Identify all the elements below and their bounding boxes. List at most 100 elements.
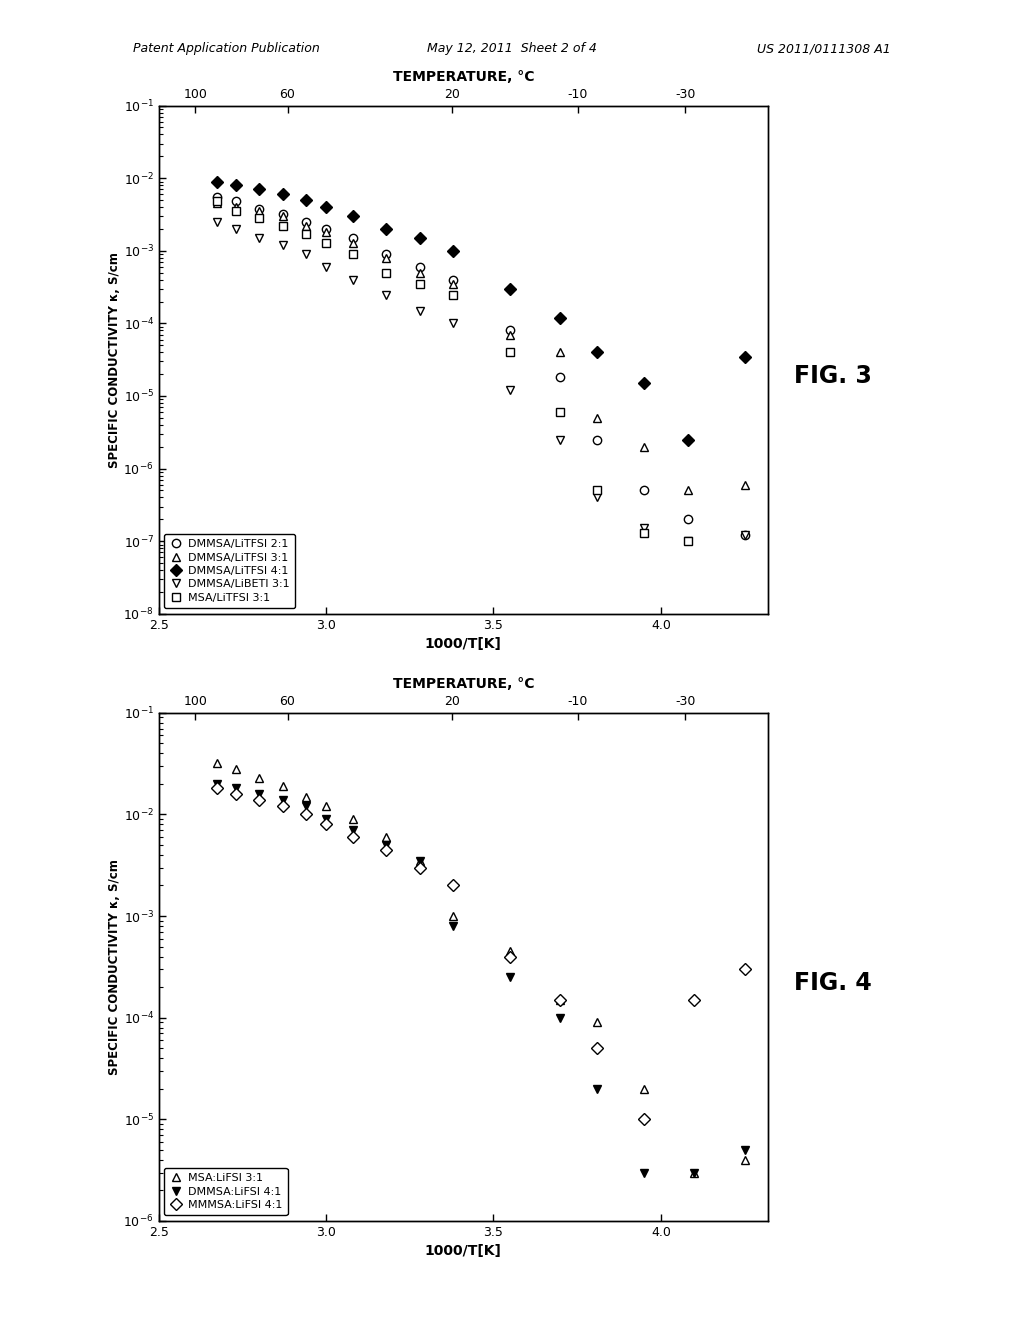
MSA:LiFSI 3:1	[276, 779, 289, 795]
DMMSA/LiTFSI 4:1	[738, 348, 751, 364]
X-axis label: TEMPERATURE, °C: TEMPERATURE, °C	[392, 70, 535, 83]
DMMSA/LiBETI 3:1	[504, 383, 516, 399]
DMMSA/LiBETI 3:1	[276, 238, 289, 253]
MSA:LiFSI 3:1	[380, 829, 392, 845]
Line: DMMSA:LiFSI 4:1: DMMSA:LiFSI 4:1	[213, 780, 749, 1176]
DMMSA/LiTFSI 4:1	[414, 230, 426, 246]
MSA/LiTFSI 3:1	[253, 210, 265, 226]
DMMSA/LiTFSI 4:1	[380, 220, 392, 236]
Line: MMMSA:LiFSI 4:1: MMMSA:LiFSI 4:1	[213, 784, 749, 1123]
Line: DMMSA/LiBETI 3:1: DMMSA/LiBETI 3:1	[213, 218, 749, 545]
MSA/LiTFSI 3:1	[554, 404, 566, 420]
DMMSA:LiFSI 4:1	[591, 1081, 603, 1097]
DMMSA:LiFSI 4:1	[504, 969, 516, 985]
DMMSA/LiBETI 3:1	[229, 220, 242, 236]
MMMSA:LiFSI 4:1	[319, 816, 332, 832]
DMMSA:LiFSI 4:1	[347, 822, 359, 838]
MMMSA:LiFSI 4:1	[380, 842, 392, 858]
MMMSA:LiFSI 4:1	[253, 792, 265, 808]
Line: MSA/LiTFSI 3:1: MSA/LiTFSI 3:1	[213, 197, 692, 545]
DMMSA/LiTFSI 4:1	[504, 281, 516, 297]
Text: May 12, 2011  Sheet 2 of 4: May 12, 2011 Sheet 2 of 4	[427, 42, 597, 55]
DMMSA/LiBETI 3:1	[380, 286, 392, 302]
Legend: MSA:LiFSI 3:1, DMMSA:LiFSI 4:1, MMMSA:LiFSI 4:1: MSA:LiFSI 3:1, DMMSA:LiFSI 4:1, MMMSA:Li…	[164, 1168, 288, 1216]
DMMSA/LiTFSI 3:1	[319, 224, 332, 240]
DMMSA:LiFSI 4:1	[276, 792, 289, 808]
MSA:LiFSI 3:1	[638, 1081, 650, 1097]
Y-axis label: SPECIFIC CONDUCTIVITY κ, S/cm: SPECIFIC CONDUCTIVITY κ, S/cm	[108, 252, 121, 467]
MSA/LiTFSI 3:1	[638, 525, 650, 541]
DMMSA/LiTFSI 2:1	[504, 322, 516, 338]
DMMSA/LiTFSI 3:1	[504, 327, 516, 343]
DMMSA:LiFSI 4:1	[253, 785, 265, 801]
MMMSA:LiFSI 4:1	[300, 807, 312, 822]
DMMSA/LiTFSI 4:1	[253, 182, 265, 198]
MSA:LiFSI 3:1	[347, 812, 359, 828]
MMMSA:LiFSI 4:1	[447, 878, 460, 894]
MMMSA:LiFSI 4:1	[688, 991, 700, 1007]
DMMSA/LiTFSI 2:1	[347, 230, 359, 246]
MSA:LiFSI 3:1	[688, 1164, 700, 1180]
MMMSA:LiFSI 4:1	[211, 780, 223, 796]
DMMSA/LiTFSI 4:1	[347, 209, 359, 224]
MMMSA:LiFSI 4:1	[504, 949, 516, 965]
MSA/LiTFSI 3:1	[347, 247, 359, 263]
DMMSA/LiTFSI 4:1	[211, 174, 223, 190]
DMMSA/LiBETI 3:1	[682, 533, 694, 549]
DMMSA/LiTFSI 3:1	[300, 218, 312, 234]
MSA/LiTFSI 3:1	[414, 276, 426, 292]
DMMSA/LiTFSI 3:1	[638, 438, 650, 454]
DMMSA/LiTFSI 4:1	[682, 432, 694, 447]
MSA/LiTFSI 3:1	[380, 265, 392, 281]
Line: DMMSA/LiTFSI 4:1: DMMSA/LiTFSI 4:1	[213, 177, 749, 444]
Legend: DMMSA/LiTFSI 2:1, DMMSA/LiTFSI 3:1, DMMSA/LiTFSI 4:1, DMMSA/LiBETI 3:1, MSA/LiTF: DMMSA/LiTFSI 2:1, DMMSA/LiTFSI 3:1, DMMS…	[164, 533, 295, 609]
MSA:LiFSI 3:1	[738, 1152, 751, 1168]
DMMSA/LiBETI 3:1	[738, 528, 751, 544]
DMMSA/LiTFSI 3:1	[253, 203, 265, 219]
DMMSA/LiTFSI 4:1	[554, 310, 566, 326]
Text: US 2011/0111308 A1: US 2011/0111308 A1	[757, 42, 891, 55]
Text: FIG. 4: FIG. 4	[794, 972, 871, 995]
DMMSA:LiFSI 4:1	[211, 776, 223, 792]
Text: FIG. 3: FIG. 3	[794, 364, 871, 388]
DMMSA/LiBETI 3:1	[638, 520, 650, 536]
DMMSA/LiTFSI 3:1	[554, 345, 566, 360]
DMMSA/LiBETI 3:1	[414, 302, 426, 318]
DMMSA/LiTFSI 3:1	[447, 276, 460, 292]
MSA:LiFSI 3:1	[414, 853, 426, 869]
DMMSA/LiBETI 3:1	[447, 315, 460, 331]
DMMSA/LiTFSI 4:1	[229, 177, 242, 193]
MSA:LiFSI 3:1	[504, 944, 516, 960]
MSA:LiFSI 3:1	[211, 755, 223, 771]
MSA:LiFSI 3:1	[447, 908, 460, 924]
DMMSA/LiTFSI 4:1	[300, 193, 312, 209]
DMMSA/LiBETI 3:1	[591, 490, 603, 506]
DMMSA/LiTFSI 2:1	[414, 259, 426, 275]
MMMSA:LiFSI 4:1	[554, 991, 566, 1007]
DMMSA/LiTFSI 2:1	[276, 206, 289, 222]
DMMSA:LiFSI 4:1	[738, 1142, 751, 1158]
MSA/LiTFSI 3:1	[229, 203, 242, 219]
MSA:LiFSI 3:1	[300, 788, 312, 804]
DMMSA:LiFSI 4:1	[380, 837, 392, 853]
MMMSA:LiFSI 4:1	[347, 829, 359, 845]
MSA/LiTFSI 3:1	[591, 483, 603, 499]
MMMSA:LiFSI 4:1	[738, 961, 751, 977]
MSA:LiFSI 3:1	[591, 1015, 603, 1031]
DMMSA:LiFSI 4:1	[554, 1010, 566, 1026]
MSA/LiTFSI 3:1	[504, 345, 516, 360]
DMMSA/LiTFSI 4:1	[591, 345, 603, 360]
MSA/LiTFSI 3:1	[682, 533, 694, 549]
DMMSA/LiTFSI 3:1	[380, 249, 392, 265]
DMMSA:LiFSI 4:1	[447, 917, 460, 933]
MSA/LiTFSI 3:1	[211, 194, 223, 210]
Text: Patent Application Publication: Patent Application Publication	[133, 42, 319, 55]
DMMSA/LiTFSI 3:1	[347, 235, 359, 251]
DMMSA:LiFSI 4:1	[300, 799, 312, 814]
DMMSA/LiTFSI 2:1	[447, 272, 460, 288]
Line: DMMSA/LiTFSI 3:1: DMMSA/LiTFSI 3:1	[213, 199, 749, 495]
DMMSA/LiTFSI 3:1	[738, 477, 751, 492]
MSA/LiTFSI 3:1	[300, 226, 312, 242]
DMMSA/LiTFSI 3:1	[276, 209, 289, 224]
DMMSA/LiTFSI 2:1	[591, 432, 603, 447]
